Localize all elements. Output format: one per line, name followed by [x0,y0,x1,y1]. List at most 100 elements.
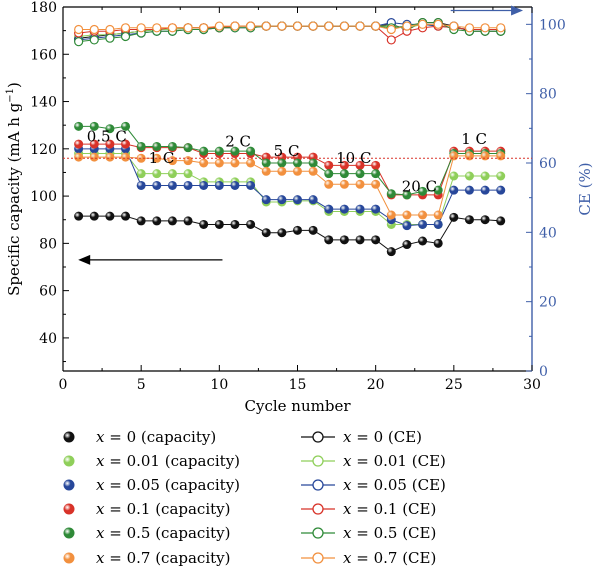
capacity-point [433,238,443,248]
capacity-point [293,195,302,205]
capacity-point [89,152,99,162]
legend-capacity-marker [63,479,75,491]
ce-point [355,21,365,31]
legend-capacity-label: x = 0 (capacity) [96,428,216,446]
rate-label: 5 C [274,142,300,160]
capacity-point [418,236,428,246]
capacity-point [355,179,365,189]
capacity-point [339,235,349,245]
capacity-point [214,146,224,156]
capacity-point [167,169,177,179]
arrow-left-head [78,254,91,265]
capacity-point [121,121,131,131]
capacity-point [496,171,506,181]
capacity-point [339,160,349,170]
capacity-point [277,195,287,205]
ce-point [74,37,84,47]
capacity-point [74,211,84,221]
capacity-point [464,171,474,181]
x-tick-label: 5 [137,377,146,393]
ce-point [292,21,303,31]
capacity-point [371,169,381,179]
capacity-point [464,215,474,225]
capacity-point [136,153,146,163]
ce-point [199,23,209,33]
capacity-point [308,166,318,176]
capacity-point [199,146,209,156]
capacity-point [293,158,302,168]
capacity-point [261,158,271,168]
ce-point [433,19,443,29]
ce-point [89,24,99,35]
ce-point [371,21,381,31]
capacity-point [199,180,209,190]
capacity-point [199,219,209,229]
capacity-point [230,180,240,190]
capacity-point [167,180,177,190]
capacity-series-line [78,148,501,227]
legend-capacity-label: x = 0.1 (capacity) [96,500,231,518]
capacity-point [449,151,459,161]
y-tick-label: 160 [30,47,57,63]
legend-capacity-marker [63,455,75,467]
legend-ce-marker [312,503,324,515]
legend-ce-marker [312,479,324,491]
ce-point [308,21,318,31]
capacity-point [230,158,240,168]
capacity-point [246,146,256,156]
legend-ce-label: x = 0 (CE) [343,428,422,446]
capacity-point [433,185,443,195]
capacity-point [339,169,349,179]
legend-ce-marker [312,431,324,443]
legend-ce-label: x = 0.1 (CE) [343,500,436,518]
legend-capacity-label: x = 0.5 (capacity) [96,524,231,542]
axes-layer: 0 5 10 15 20 25 30 40 60 80 100 120 140 160 180 0 20 40 60… [5,0,594,415]
capacity-point [324,179,334,189]
ce-point [136,23,146,33]
capacity-point [89,211,99,221]
ce-point [324,21,334,31]
ce-point [152,23,162,33]
legend-ce-marker [312,455,324,467]
capacity-point [105,152,115,162]
capacity-point [105,139,115,149]
legend-capacity-marker [63,431,75,443]
ce-point [183,23,193,33]
legend-capacity-marker [63,527,75,539]
capacity-point [449,171,459,181]
ce-point [449,21,459,31]
capacity-point [355,204,365,214]
x-tick-label: 10 [210,377,228,393]
y-tick-label: 40 [39,331,57,347]
capacity-point [339,204,349,214]
capacity-point [496,185,506,195]
capacity-point [214,158,224,168]
capacity-point [199,158,209,168]
capacity-point [105,124,115,134]
x-tick-label: 0 [59,377,68,393]
capacity-point [355,169,365,179]
legend-ce-marker [312,527,324,539]
capacity-point [136,180,146,190]
capacity-point [433,210,443,220]
capacity-point [246,158,256,168]
rate-label: 2 C [225,132,251,150]
ce-series-layer [74,18,506,47]
legend-ce-label: x = 0.5 (CE) [343,524,436,542]
capacity-point [371,160,381,170]
capacity-point [74,152,84,162]
capacity-point [386,210,396,220]
capacity-point [386,189,396,199]
arrow-right-head [511,5,524,16]
rate-label: 0.5 C [87,128,127,146]
capacity-point [402,221,412,231]
capacity-point [480,151,490,161]
capacity-point [480,215,490,225]
capacity-point [261,195,271,205]
y2-tick-label: 100 [539,17,566,33]
ce-point [464,23,475,33]
capacity-point [230,146,240,156]
capacity-point [136,216,146,226]
capacity-point [214,180,224,190]
